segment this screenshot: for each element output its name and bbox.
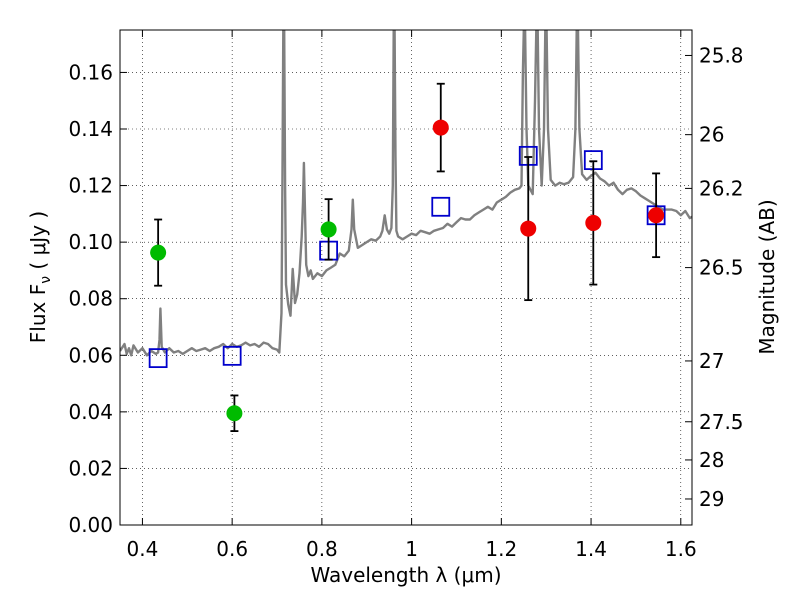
y-tick-label-0: 0.00	[68, 513, 113, 537]
grid-lines	[120, 30, 692, 525]
spectrum-line	[120, 30, 692, 357]
y-tick-label-3: 0.06	[68, 343, 113, 367]
right-tick-label-1: 26	[699, 123, 724, 147]
observed_infrared-point-0	[432, 119, 449, 136]
right-tick-label-3: 26.5	[699, 256, 744, 280]
x-tick-label-2: 0.8	[306, 537, 338, 561]
plot-background	[120, 30, 692, 525]
observed_infrared-point-3	[648, 207, 665, 224]
right-tick-label-6: 28	[699, 448, 724, 472]
right-tick-label-0: 25.8	[699, 43, 744, 67]
axis-ticks: 0.4 0.6 0.8 1 1.2 1.4 1.6 0.00 0.02 0.04 0.06 0.08 0…	[68, 30, 744, 561]
x-tick-label-6: 1.6	[665, 537, 697, 561]
y-tick-label-6: 0.12	[68, 174, 113, 198]
model_photometry-point-1	[222, 345, 242, 366]
x-tick-label-4: 1.2	[485, 537, 517, 561]
y-tick-label-7: 0.14	[68, 117, 113, 141]
right-axis-label: Magnitude (AB)	[755, 199, 779, 354]
y-tick-label-8: 0.16	[68, 60, 113, 84]
right-tick-label-4: 27	[699, 349, 724, 373]
x-axis-label: Wavelength λ (μm)	[310, 563, 501, 587]
x-tick-label-5: 1.4	[575, 537, 607, 561]
y-tick-label-4: 0.08	[68, 287, 113, 311]
right-tick-label-5: 27.5	[699, 410, 744, 434]
y-tick-label-2: 0.04	[68, 400, 113, 424]
model_photometry-point-0	[148, 348, 168, 369]
y-axis-label-subscript: ν	[38, 276, 54, 284]
y-tick-label-1: 0.02	[68, 456, 113, 480]
x-tick-label-3: 1	[405, 537, 418, 561]
observed_optical-point-2	[320, 221, 337, 238]
observed_optical-point-1	[226, 405, 243, 422]
observed_optical-point-0	[150, 244, 167, 261]
y-axis-label: Flux Fν ( μJy )	[26, 211, 54, 343]
observed_infrared-point-1	[520, 220, 537, 237]
y-tick-label-5: 0.10	[68, 230, 113, 254]
y-axis-label-unit: ( μJy )	[26, 211, 50, 276]
model_photometry-point-3	[431, 196, 451, 217]
right-tick-label-7: 29	[699, 487, 724, 511]
y-axis-label-main: Flux F	[26, 284, 50, 343]
x-tick-label-1: 0.6	[216, 537, 248, 561]
plot-area	[120, 30, 692, 432]
observed_infrared-point-2	[585, 214, 602, 231]
x-tick-label-0: 0.4	[127, 537, 159, 561]
plot-frame	[119, 29, 693, 526]
right-tick-label-2: 26.2	[699, 176, 744, 200]
